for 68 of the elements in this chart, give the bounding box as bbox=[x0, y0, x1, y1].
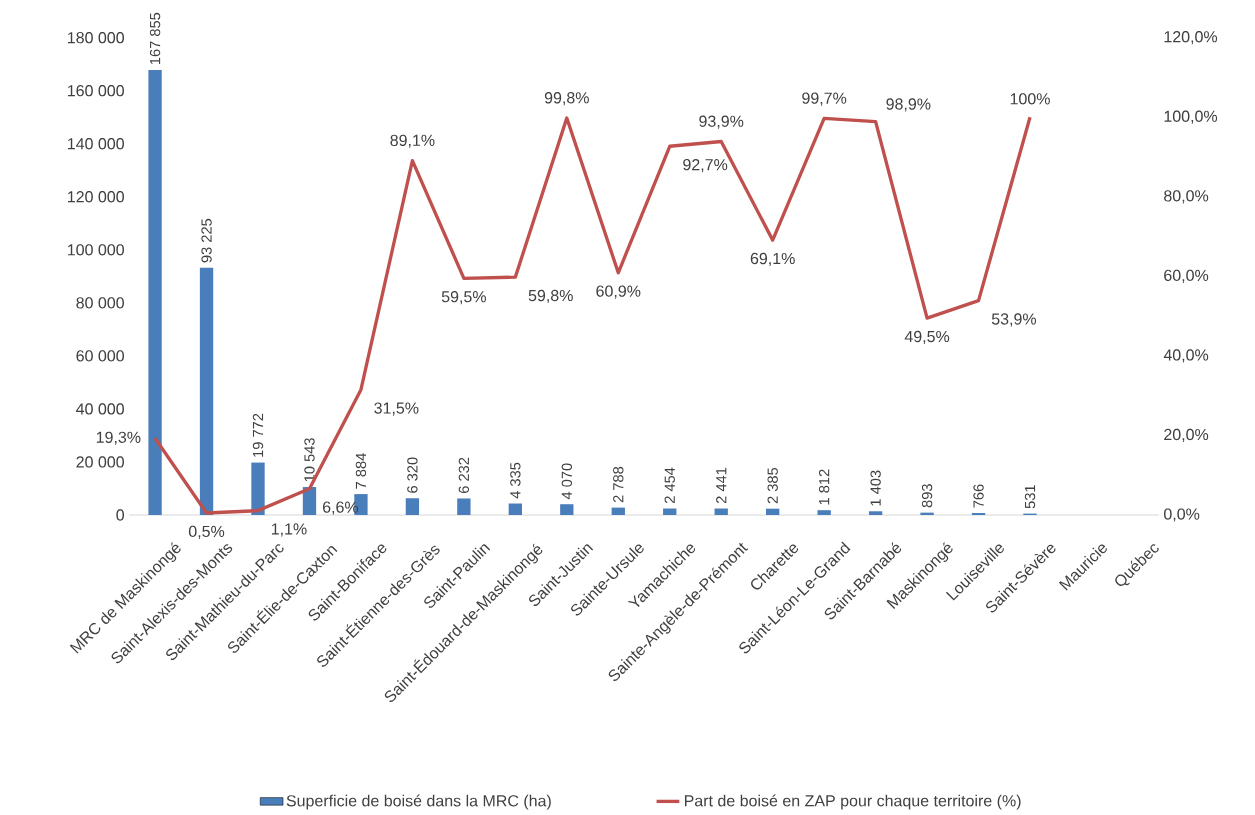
y-tick-label: 60 000 bbox=[76, 350, 124, 362]
bar bbox=[663, 508, 677, 515]
data-label: 1 812 bbox=[818, 469, 830, 505]
data-label: 93,9% bbox=[699, 115, 744, 129]
y-tick-label: 180 000 bbox=[68, 32, 124, 44]
y2-tick-label: 100,0% bbox=[1164, 110, 1218, 124]
data-label: 893 bbox=[921, 484, 933, 508]
y2-tick-label: 40,0% bbox=[1163, 349, 1209, 363]
y-tick-label: 160 000 bbox=[68, 85, 124, 97]
bar bbox=[611, 507, 625, 515]
bar bbox=[971, 512, 986, 515]
y-tick-label: 40 000 bbox=[76, 403, 124, 415]
y-tick-label: 80 000 bbox=[76, 297, 124, 309]
bar bbox=[251, 462, 265, 515]
y2-tick-label: 20,0% bbox=[1164, 428, 1209, 443]
y2-tick-label: 60,0% bbox=[1164, 269, 1209, 283]
data-label: 19,3% bbox=[96, 431, 141, 445]
bar bbox=[766, 508, 780, 515]
data-label: 2 788 bbox=[613, 466, 624, 503]
data-label: 766 bbox=[973, 484, 984, 508]
data-label: 6 232 bbox=[458, 457, 470, 494]
bar bbox=[508, 503, 523, 515]
data-label: 7 884 bbox=[355, 453, 367, 489]
data-label: 100% bbox=[1010, 93, 1050, 105]
y-tick-label: 120 000 bbox=[68, 191, 124, 203]
data-label: 6 320 bbox=[407, 457, 418, 493]
bar bbox=[457, 498, 471, 515]
data-label: 93 225 bbox=[201, 218, 212, 263]
bar bbox=[405, 498, 420, 515]
data-label: 60,9% bbox=[596, 285, 641, 299]
data-label: 99,7% bbox=[802, 92, 847, 106]
data-label: 59,8% bbox=[528, 289, 573, 304]
data-label: 4 335 bbox=[510, 462, 521, 499]
data-label: 92,7% bbox=[683, 158, 728, 173]
data-label: 4 070 bbox=[561, 463, 572, 500]
legend-label: Superficie de boisé dans la MRC (ha) bbox=[286, 794, 551, 810]
data-label: 98,9% bbox=[886, 98, 931, 112]
data-label: 89,1% bbox=[390, 134, 435, 148]
data-label: 49,5% bbox=[904, 330, 950, 345]
bar bbox=[714, 508, 728, 515]
data-label: 0,5% bbox=[188, 525, 225, 539]
data-label: 31,5% bbox=[374, 402, 419, 416]
y-tick-label: 0 bbox=[116, 509, 125, 521]
data-label: 53,9% bbox=[991, 313, 1037, 327]
bar bbox=[560, 504, 574, 515]
y2-tick-label: 120,0% bbox=[1164, 31, 1218, 45]
bar bbox=[868, 511, 883, 515]
data-label: 19 772 bbox=[252, 413, 264, 457]
y-tick-label: 140 000 bbox=[68, 138, 124, 150]
bar bbox=[148, 69, 162, 515]
data-label: 1,1% bbox=[271, 523, 307, 537]
bar bbox=[199, 267, 214, 515]
bar bbox=[302, 487, 317, 515]
data-label: 99,8% bbox=[544, 92, 589, 106]
data-label: 167 855 bbox=[149, 12, 161, 65]
y2-tick-label: 80,0% bbox=[1164, 190, 1209, 204]
data-label: 2 385 bbox=[767, 467, 778, 504]
data-label: 59,5% bbox=[441, 291, 486, 305]
data-label: 1 403 bbox=[870, 470, 881, 506]
data-label: 531 bbox=[1024, 485, 1036, 509]
y2-tick-label: 0,0% bbox=[1164, 508, 1200, 522]
legend-label: Part de boisé en ZAP pour chaque territoire (%) bbox=[684, 794, 1021, 810]
y-tick-label: 100 000 bbox=[68, 244, 124, 256]
y-tick-label: 20 000 bbox=[76, 456, 124, 468]
data-label: 2 454 bbox=[664, 467, 675, 504]
data-label: 69,1% bbox=[750, 252, 795, 267]
bar bbox=[817, 510, 831, 515]
data-label: 2 441 bbox=[716, 467, 727, 504]
